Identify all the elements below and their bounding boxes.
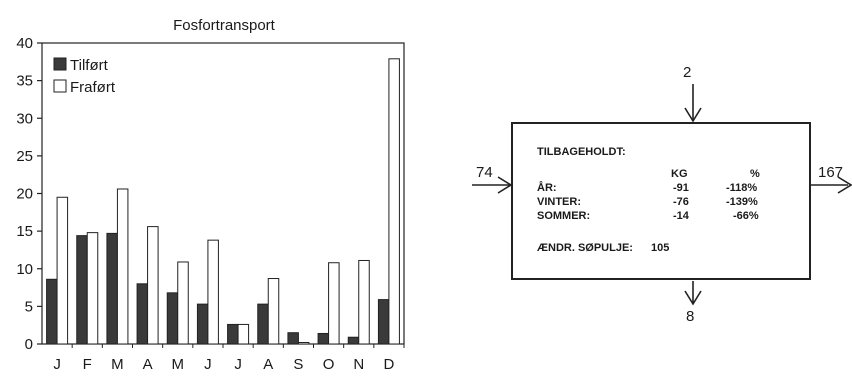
y-tick-label: 0: [25, 336, 33, 353]
bar-tilfoert: [287, 332, 299, 345]
bar-frafoert: [328, 262, 340, 345]
y-tick-label: 40: [16, 35, 33, 52]
x-tick-label: A: [263, 356, 273, 373]
arrow-outflow-right: [811, 176, 852, 194]
row-pct-summer: -66%: [733, 210, 759, 222]
y-tick-label: 30: [16, 110, 33, 127]
chart-axes: 0 5 10 15 20 25 30 35 40 J F M A M J J A S O N D: [16, 35, 405, 373]
bar-frafoert: [207, 239, 219, 345]
column-kg-header: KG: [671, 168, 688, 180]
y-tick-label: 15: [16, 223, 33, 240]
y-tick-label: 25: [16, 148, 33, 165]
legend-swatch: [53, 79, 67, 93]
arrow-outflow-bottom: [684, 281, 702, 306]
y-tick-label: 10: [16, 261, 33, 278]
bar-frafoert: [56, 196, 69, 345]
outflow-bottom-value: 8: [686, 308, 695, 325]
pool-change-label: ÆNDR. SØPULJE:: [537, 242, 633, 254]
retention-heading: TILBAGEHOLDT:: [537, 146, 626, 158]
row-kg-year: -91: [673, 182, 689, 194]
bar-frafoert: [86, 232, 99, 345]
chart-bars: [46, 58, 400, 345]
row-kg-winter: -76: [673, 196, 689, 208]
column-percent-header: %: [750, 168, 760, 180]
bar-frafoert: [388, 58, 400, 345]
row-pct-winter: -139%: [726, 196, 758, 208]
x-tick-label: M: [111, 356, 124, 373]
inflow-left-value: 74: [476, 164, 493, 181]
bar-frafoert: [358, 259, 370, 345]
bar-frafoert: [177, 261, 189, 345]
x-tick-label: J: [234, 356, 242, 373]
retention-balance-box: TILBAGEHOLDT: KG % ÅR: -91 -118% VINTER:…: [511, 122, 811, 280]
row-pct-year: -118%: [726, 182, 758, 194]
x-tick-label: M: [172, 356, 185, 373]
chart-legend: Tilført Fraført: [53, 57, 116, 96]
chart-title: Fosfortransport: [173, 17, 276, 34]
row-label-summer: SOMMER:: [537, 210, 591, 222]
x-tick-label: D: [383, 356, 394, 373]
bar-frafoert: [297, 341, 310, 345]
x-tick-label: O: [323, 356, 335, 373]
x-tick-label: N: [353, 356, 364, 373]
inflow-top-value: 2: [683, 64, 692, 81]
x-tick-label: S: [293, 356, 303, 373]
x-tick-label: J: [53, 356, 61, 373]
row-label-winter: VINTER:: [537, 196, 581, 208]
legend-swatch: [53, 57, 67, 71]
bar-frafoert: [237, 323, 250, 345]
bar-frafoert: [147, 226, 159, 345]
outflow-right-value: 167: [818, 164, 844, 181]
row-label-year: ÅR:: [537, 182, 557, 194]
x-tick-label: A: [143, 356, 153, 373]
arrow-inflow-top: [684, 84, 702, 123]
legend-label: Tilført: [70, 57, 109, 74]
pool-change-value: 105: [651, 242, 670, 254]
bar-frafoert: [116, 188, 129, 345]
y-tick-label: 5: [25, 298, 33, 315]
y-tick-label: 20: [16, 186, 33, 203]
x-tick-label: F: [83, 356, 92, 373]
y-tick-label: 35: [16, 73, 33, 90]
x-tick-label: J: [204, 356, 212, 373]
row-kg-summer: -14: [673, 210, 689, 222]
legend-label: Fraført: [70, 79, 116, 96]
bar-frafoert: [267, 278, 280, 345]
